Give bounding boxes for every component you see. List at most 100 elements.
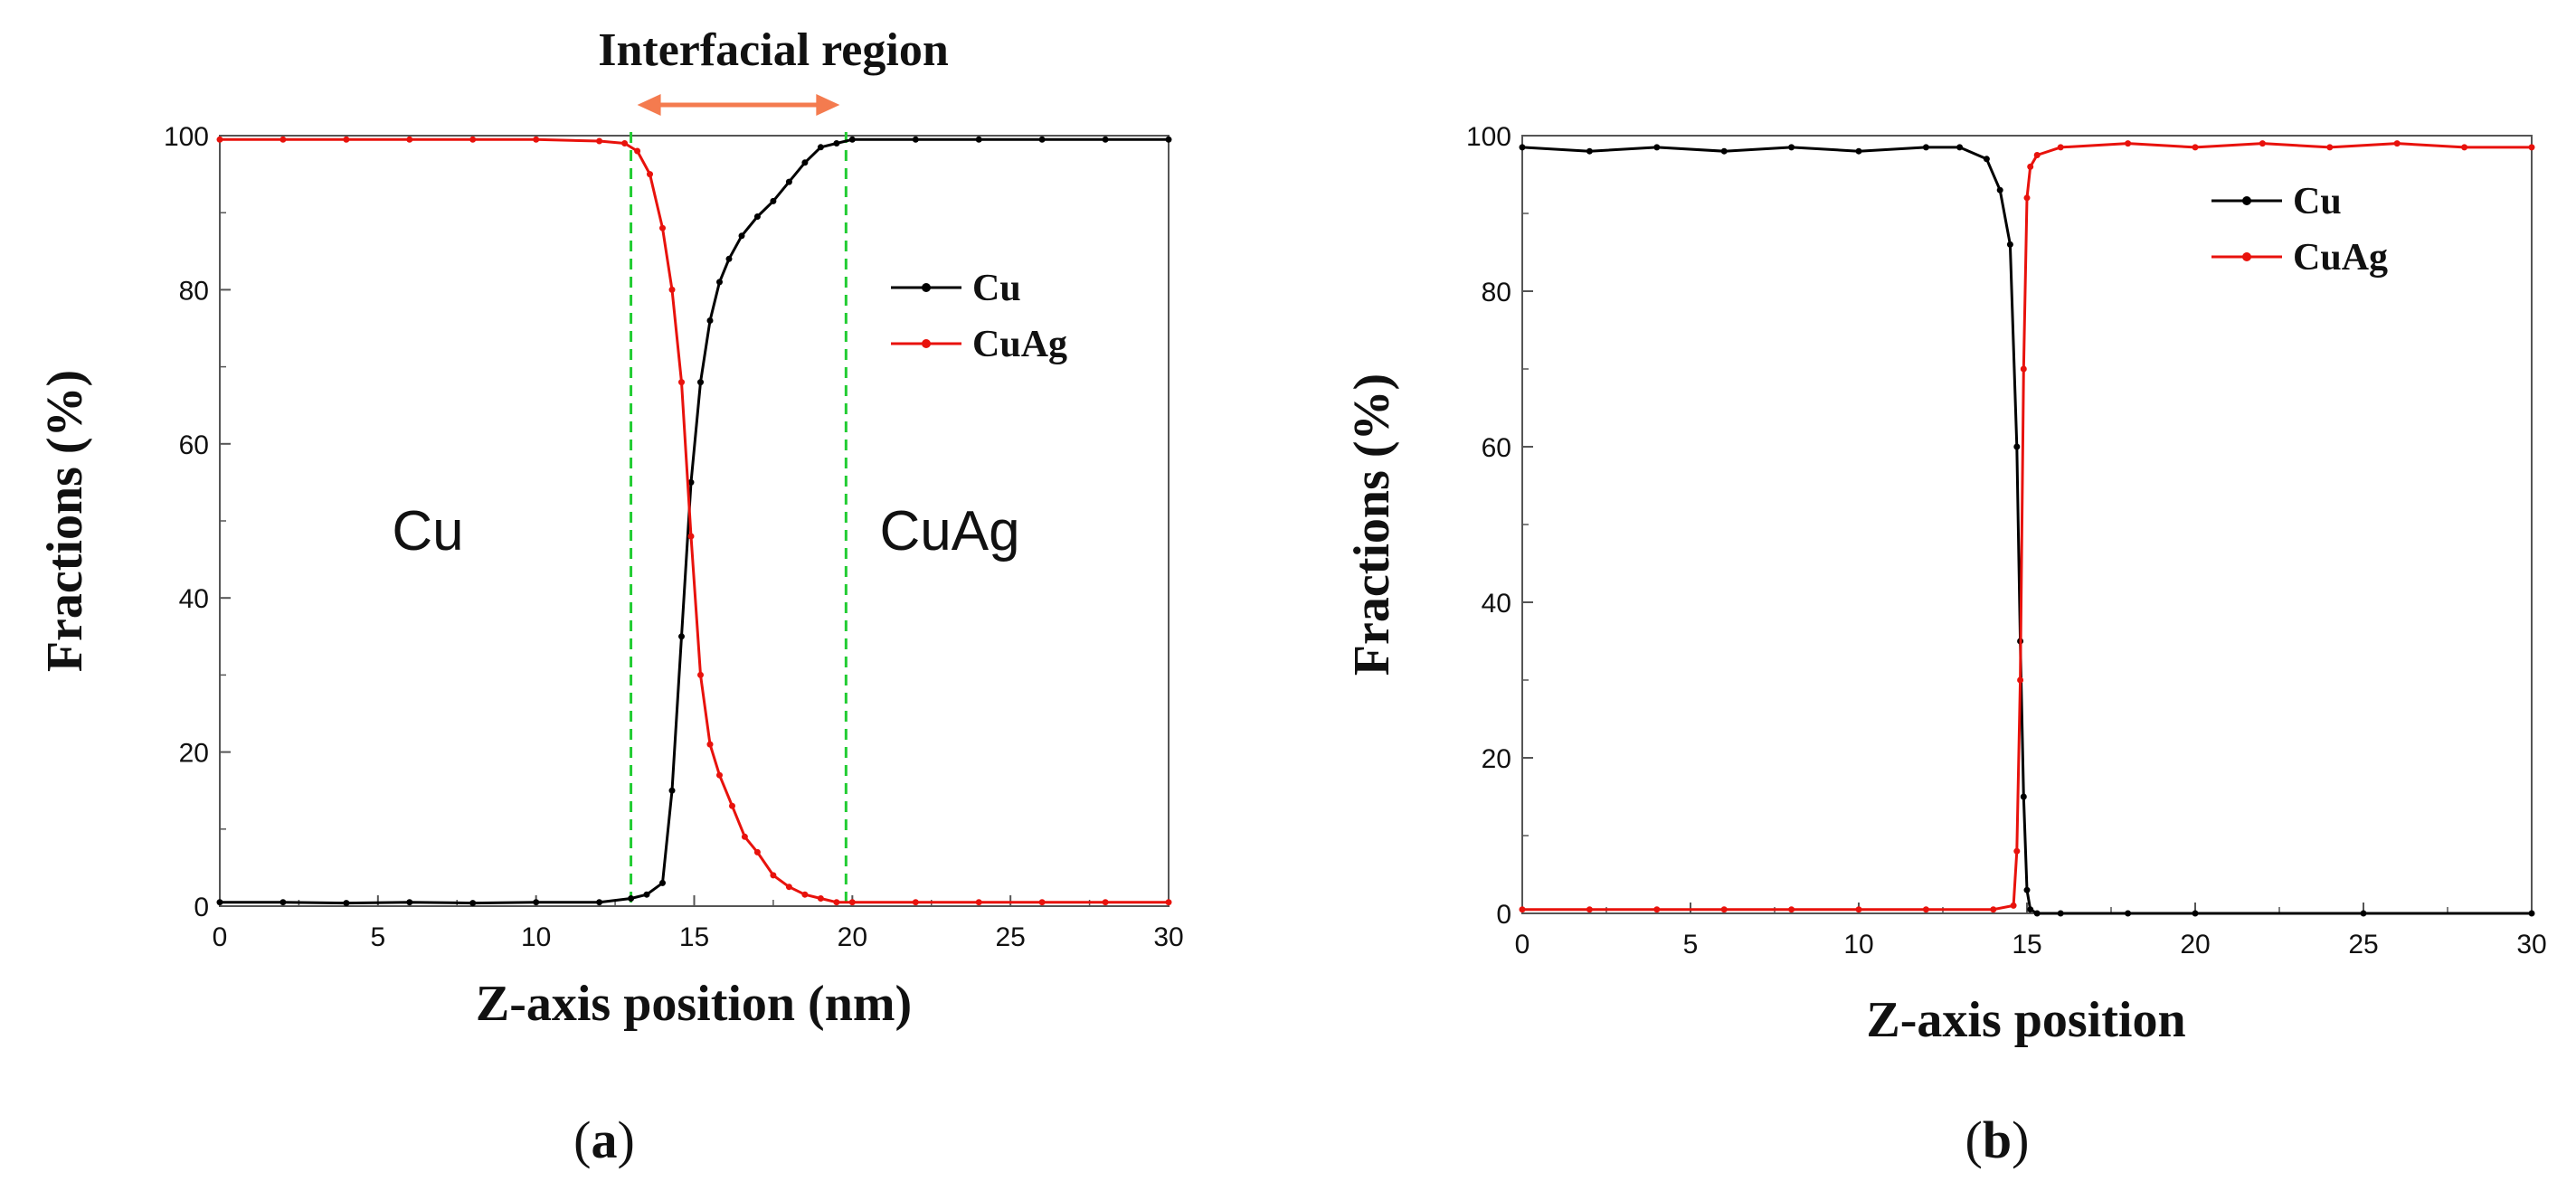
- data-point-cuag: [2017, 676, 2024, 684]
- series-line-cuag: [220, 137, 1169, 904]
- data-point-cuag: [770, 872, 777, 879]
- data-point-cu: [678, 633, 685, 640]
- arrow-head-right: [816, 94, 840, 116]
- data-point-cu: [2125, 910, 2132, 917]
- caption-b-open: (: [1965, 1111, 1983, 1169]
- data-point-cuag: [729, 802, 735, 809]
- x-tick-label: 25: [995, 922, 1025, 952]
- x-tick-label: 10: [521, 922, 551, 952]
- data-point-cu: [2020, 793, 2027, 800]
- data-point-cu: [2033, 910, 2041, 917]
- data-point-cuag: [1102, 899, 1109, 906]
- data-point-cu: [279, 899, 287, 906]
- data-point-cu: [753, 213, 761, 220]
- data-point-cuag: [533, 136, 540, 143]
- data-point-cuag: [2033, 152, 2041, 158]
- data-point-cu: [2013, 443, 2021, 450]
- x-tick-label: 0: [1515, 930, 1530, 959]
- data-point-cu: [738, 232, 745, 240]
- x-tick-label: 15: [2012, 930, 2041, 959]
- data-point-cuag: [668, 286, 676, 293]
- series-line-cu: [1521, 146, 2532, 915]
- panel-a-interfacial-arrow: [637, 94, 840, 116]
- data-point-cuag: [1165, 899, 1172, 906]
- y-tick-label: 40: [179, 584, 209, 614]
- y-tick-label: 20: [179, 739, 209, 769]
- data-point-cu: [1102, 136, 1109, 143]
- panel-b-legend: Cu CuAg: [2211, 181, 2388, 279]
- data-point-cu: [2006, 241, 2013, 248]
- data-point-cuag: [596, 137, 603, 145]
- x-tick-label: 5: [1683, 930, 1699, 959]
- legend-label-cu: Cu: [2293, 181, 2342, 222]
- panel-b-x-axis-label: Z-axis position: [1866, 992, 2185, 1048]
- y-tick-label: 0: [1496, 900, 1511, 930]
- data-point-cuag: [2192, 144, 2199, 151]
- data-point-cu: [817, 144, 824, 151]
- data-point-cuag: [2013, 847, 2021, 855]
- y-tick-label: 0: [194, 893, 209, 922]
- legend-marker-cu: [2242, 196, 2251, 205]
- caption-b-close: ): [2012, 1111, 2029, 1169]
- arrow-head-left: [637, 94, 661, 116]
- panel-a-legend: Cu CuAg: [891, 268, 1067, 365]
- series-line-cu: [220, 137, 1169, 905]
- panel-b-y-axis-label: Fractions (%): [1344, 373, 1400, 676]
- data-point-cu: [725, 255, 733, 262]
- data-point-cuag: [801, 891, 809, 898]
- data-point-cuag: [1586, 906, 1593, 913]
- y-tick-label: 60: [1482, 433, 1511, 463]
- caption-a: (a): [573, 1111, 635, 1169]
- legend-label-cu: Cu: [972, 268, 1021, 309]
- data-point-cu: [659, 879, 666, 886]
- data-point-cu: [596, 899, 603, 906]
- data-point-cuag: [647, 171, 653, 178]
- y-tick-label: 20: [1482, 744, 1511, 774]
- y-tick-label: 100: [164, 122, 209, 152]
- data-point-cuag: [621, 140, 629, 147]
- data-point-cuag: [2010, 902, 2017, 909]
- y-tick-label: 80: [1482, 278, 1511, 307]
- y-tick-label: 80: [179, 276, 209, 306]
- data-point-cuag: [912, 899, 919, 906]
- data-point-cuag: [406, 136, 413, 143]
- panel-a-region-label-cuag: CuAg: [879, 500, 1019, 562]
- data-point-cu: [1653, 144, 1661, 151]
- caption-b-letter: b: [1983, 1111, 2012, 1169]
- data-point-cuag: [753, 848, 761, 855]
- data-point-cu: [1855, 147, 1862, 155]
- data-point-cuag: [741, 833, 748, 840]
- data-point-cu: [1165, 136, 1172, 143]
- panel-a-plot-frame: [219, 135, 1170, 907]
- data-point-cu: [687, 478, 695, 486]
- data-point-cu: [770, 197, 777, 204]
- data-point-cu: [1996, 186, 2003, 194]
- x-tick-label: 5: [370, 922, 385, 952]
- data-point-cu: [1922, 144, 1929, 151]
- x-tick-label: 15: [679, 922, 709, 952]
- data-point-cu: [2057, 910, 2064, 917]
- data-point-cuag: [2326, 144, 2334, 151]
- x-tick-label: 20: [2180, 930, 2210, 959]
- data-point-cu: [716, 279, 723, 286]
- panel-a: 0 5 10 15 20 25 30 0 20 40 60 80 100 Z-axis position…: [37, 24, 1184, 1032]
- data-point-cuag: [2528, 144, 2535, 151]
- data-point-cuag: [848, 899, 856, 906]
- data-point-cuag: [343, 136, 350, 143]
- data-point-cuag: [706, 741, 714, 748]
- x-tick-label: 0: [213, 922, 228, 952]
- x-tick-label: 20: [838, 922, 867, 952]
- panel-a-guides: [630, 132, 848, 906]
- data-point-cu: [801, 159, 809, 166]
- data-point-cuag: [1788, 906, 1795, 913]
- data-point-cuag: [1990, 906, 1997, 913]
- legend-marker-cu: [922, 283, 931, 292]
- data-point-cuag: [817, 895, 824, 902]
- data-point-cuag: [469, 136, 477, 143]
- data-point-cu: [912, 136, 919, 143]
- x-tick-label: 10: [1843, 930, 1873, 959]
- data-point-cu: [697, 379, 704, 386]
- data-point-cuag: [785, 884, 792, 891]
- data-point-cuag: [659, 224, 666, 232]
- data-point-cu: [1519, 144, 1526, 151]
